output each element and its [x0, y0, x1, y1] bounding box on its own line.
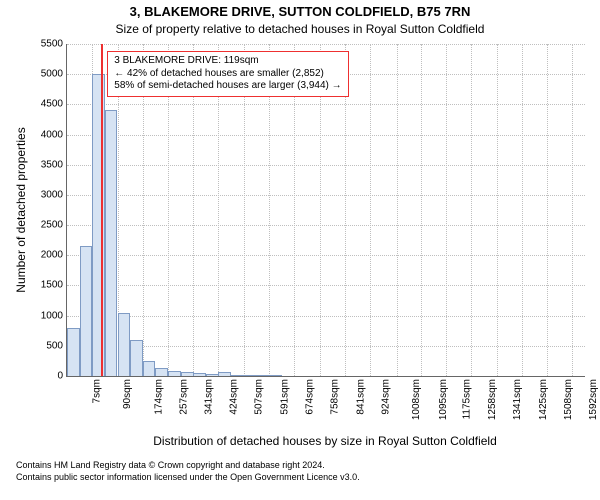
attribution-footer: Contains HM Land Registry data © Crown c… [16, 460, 360, 483]
y-tick-label: 500 [46, 340, 67, 351]
gridline-vertical [522, 44, 523, 376]
y-tick-label: 5000 [41, 69, 67, 80]
histogram-bar [105, 110, 118, 376]
x-tick-label: 1258sqm [487, 379, 498, 420]
annotation-line: ← 42% of detached houses are smaller (2,… [114, 68, 341, 81]
chart-title: 3, BLAKEMORE DRIVE, SUTTON COLDFIELD, B7… [0, 4, 600, 19]
x-tick-label: 924sqm [380, 379, 391, 415]
x-tick-label: 341sqm [204, 379, 215, 415]
x-tick-label: 174sqm [153, 379, 164, 415]
gridline-vertical [471, 44, 472, 376]
gridline-horizontal [67, 255, 585, 256]
x-tick-label: 1095sqm [438, 379, 449, 420]
y-tick-label: 3000 [41, 189, 67, 200]
x-tick-label: 1008sqm [411, 379, 422, 420]
histogram-bar [257, 375, 270, 376]
histogram-bar [143, 361, 156, 376]
histogram-bar [244, 375, 257, 376]
x-tick-label: 507sqm [254, 379, 265, 415]
y-tick-label: 3500 [41, 159, 67, 170]
subject-property-marker [101, 44, 103, 376]
y-tick-label: 2500 [41, 220, 67, 231]
histogram-bar [218, 372, 231, 376]
annotation-line: 3 BLAKEMORE DRIVE: 119sqm [114, 55, 341, 68]
y-tick-label: 4500 [41, 99, 67, 110]
gridline-horizontal [67, 346, 585, 347]
x-tick-label: 7sqm [91, 379, 102, 403]
y-tick-label: 1000 [41, 310, 67, 321]
gridline-vertical [421, 44, 422, 376]
footer-line-2: Contains public sector information licen… [16, 472, 360, 484]
histogram-bar [118, 313, 131, 376]
gridline-vertical [547, 44, 548, 376]
annotation-box: 3 BLAKEMORE DRIVE: 119sqm← 42% of detach… [107, 51, 348, 97]
histogram-bar [80, 246, 93, 376]
histogram-bar [206, 374, 219, 376]
gridline-horizontal [67, 225, 585, 226]
gridline-horizontal [67, 165, 585, 166]
x-tick-label: 1175sqm [461, 379, 472, 419]
x-tick-label: 1508sqm [563, 379, 574, 420]
x-tick-label: 674sqm [305, 379, 316, 415]
x-tick-label: 758sqm [330, 379, 341, 415]
x-tick-label: 1425sqm [538, 379, 549, 420]
histogram-bar [67, 328, 80, 376]
gridline-vertical [397, 44, 398, 376]
x-tick-label: 1341sqm [512, 379, 523, 420]
x-tick-label: 257sqm [178, 379, 189, 415]
gridline-horizontal [67, 195, 585, 196]
gridline-horizontal [67, 135, 585, 136]
gridline-horizontal [67, 44, 585, 45]
gridline-horizontal [67, 104, 585, 105]
y-axis-label: Number of detached properties [14, 44, 28, 376]
x-tick-label: 1592sqm [588, 379, 599, 420]
x-tick-label: 591sqm [279, 379, 290, 415]
gridline-vertical [446, 44, 447, 376]
y-tick-label: 5500 [41, 39, 67, 50]
gridline-vertical [497, 44, 498, 376]
footer-line-1: Contains HM Land Registry data © Crown c… [16, 460, 360, 472]
histogram-bar [130, 340, 143, 376]
x-tick-label: 841sqm [355, 379, 366, 415]
gridline-horizontal [67, 316, 585, 317]
y-tick-label: 1500 [41, 280, 67, 291]
y-tick-label: 4000 [41, 129, 67, 140]
histogram-bar [231, 375, 244, 376]
chart-subtitle: Size of property relative to detached ho… [0, 22, 600, 36]
y-tick-label: 0 [57, 371, 67, 382]
annotation-line: 58% of semi-detached houses are larger (… [114, 80, 341, 93]
gridline-vertical [572, 44, 573, 376]
x-axis-title: Distribution of detached houses by size … [66, 434, 584, 448]
x-tick-label: 90sqm [122, 379, 133, 409]
histogram-plot: 0500100015002000250030003500400045005000… [66, 44, 585, 377]
y-tick-label: 2000 [41, 250, 67, 261]
x-tick-label: 424sqm [229, 379, 240, 415]
histogram-bar [193, 373, 206, 376]
gridline-horizontal [67, 285, 585, 286]
histogram-bar [168, 371, 181, 376]
histogram-bar [181, 372, 194, 376]
gridline-vertical [370, 44, 371, 376]
histogram-bar [269, 375, 282, 376]
histogram-bar [155, 368, 168, 376]
